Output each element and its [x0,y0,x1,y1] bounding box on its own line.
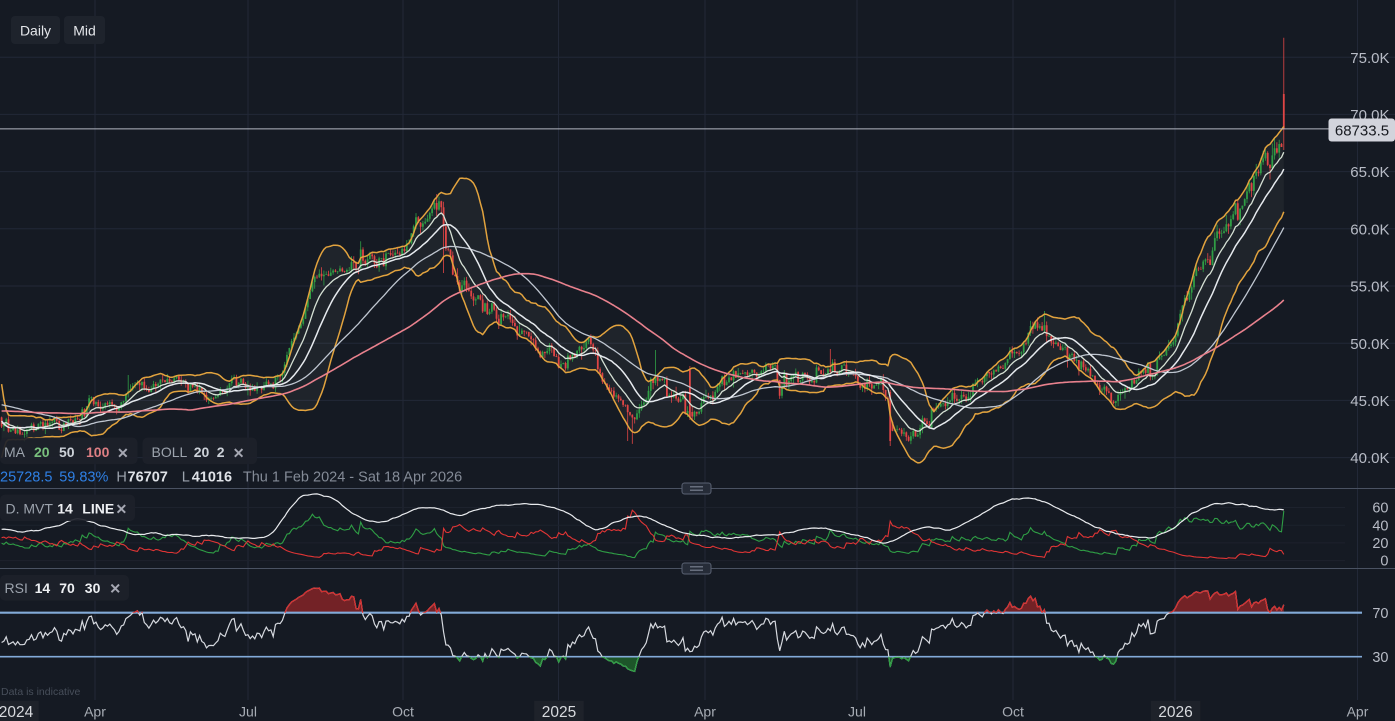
svg-text:✕: ✕ [233,445,245,461]
svg-text:20: 20 [34,444,50,460]
svg-text:30: 30 [85,580,101,596]
svg-text:Data is indicative: Data is indicative [1,686,81,698]
svg-text:H: H [116,469,126,485]
svg-text:✕: ✕ [116,501,128,517]
svg-text:70: 70 [59,580,75,596]
svg-text:76707: 76707 [128,469,168,485]
svg-text:41016: 41016 [192,469,232,485]
svg-text:50.0K: 50.0K [1350,336,1389,353]
svg-text:Mid: Mid [73,23,96,39]
svg-text:Oct: Oct [392,704,414,720]
svg-text:✕: ✕ [117,445,129,461]
svg-text:30: 30 [1372,650,1388,666]
svg-text:40: 40 [1372,518,1388,534]
svg-text:Jul: Jul [239,704,257,720]
svg-text:D. MVT: D. MVT [6,501,54,517]
svg-text:BOLL: BOLL [152,444,188,460]
svg-text:L: L [182,469,190,485]
svg-text:100: 100 [86,444,110,460]
svg-text:LINE: LINE [82,501,114,517]
svg-text:Apr: Apr [694,704,716,720]
svg-text:0: 0 [1380,554,1388,570]
svg-text:RSI: RSI [5,580,28,596]
svg-text:55.0K: 55.0K [1350,279,1389,296]
svg-text:60: 60 [1372,501,1388,517]
svg-text:65.0K: 65.0K [1350,164,1389,181]
svg-text:70: 70 [1372,606,1388,622]
svg-text:59.83%: 59.83% [59,469,108,485]
svg-text:14: 14 [35,580,51,596]
svg-text:2026: 2026 [1158,704,1192,721]
svg-text:20: 20 [1372,536,1388,552]
svg-text:MA: MA [4,444,26,460]
svg-text:20: 20 [194,444,210,460]
svg-text:40.0K: 40.0K [1350,450,1389,467]
svg-text:Apr: Apr [84,704,106,720]
svg-text:2024: 2024 [0,704,34,721]
svg-text:✕: ✕ [109,581,121,597]
svg-text:45.0K: 45.0K [1350,393,1389,410]
svg-text:14: 14 [57,501,73,517]
svg-text:68733.5: 68733.5 [1335,123,1389,140]
svg-text:Thu 1 Feb 2024 - Sat 18 Apr 20: Thu 1 Feb 2024 - Sat 18 Apr 2026 [243,469,462,485]
svg-text:60.0K: 60.0K [1350,221,1389,238]
svg-text:50: 50 [59,444,75,460]
svg-text:Oct: Oct [1002,704,1024,720]
svg-text:2: 2 [217,444,225,460]
svg-text:25728.5: 25728.5 [0,469,52,485]
svg-text:75.0K: 75.0K [1350,50,1389,67]
svg-text:Daily: Daily [20,23,51,39]
svg-text:2025: 2025 [542,704,576,721]
svg-text:Apr: Apr [1347,704,1369,720]
svg-text:Jul: Jul [848,704,866,720]
